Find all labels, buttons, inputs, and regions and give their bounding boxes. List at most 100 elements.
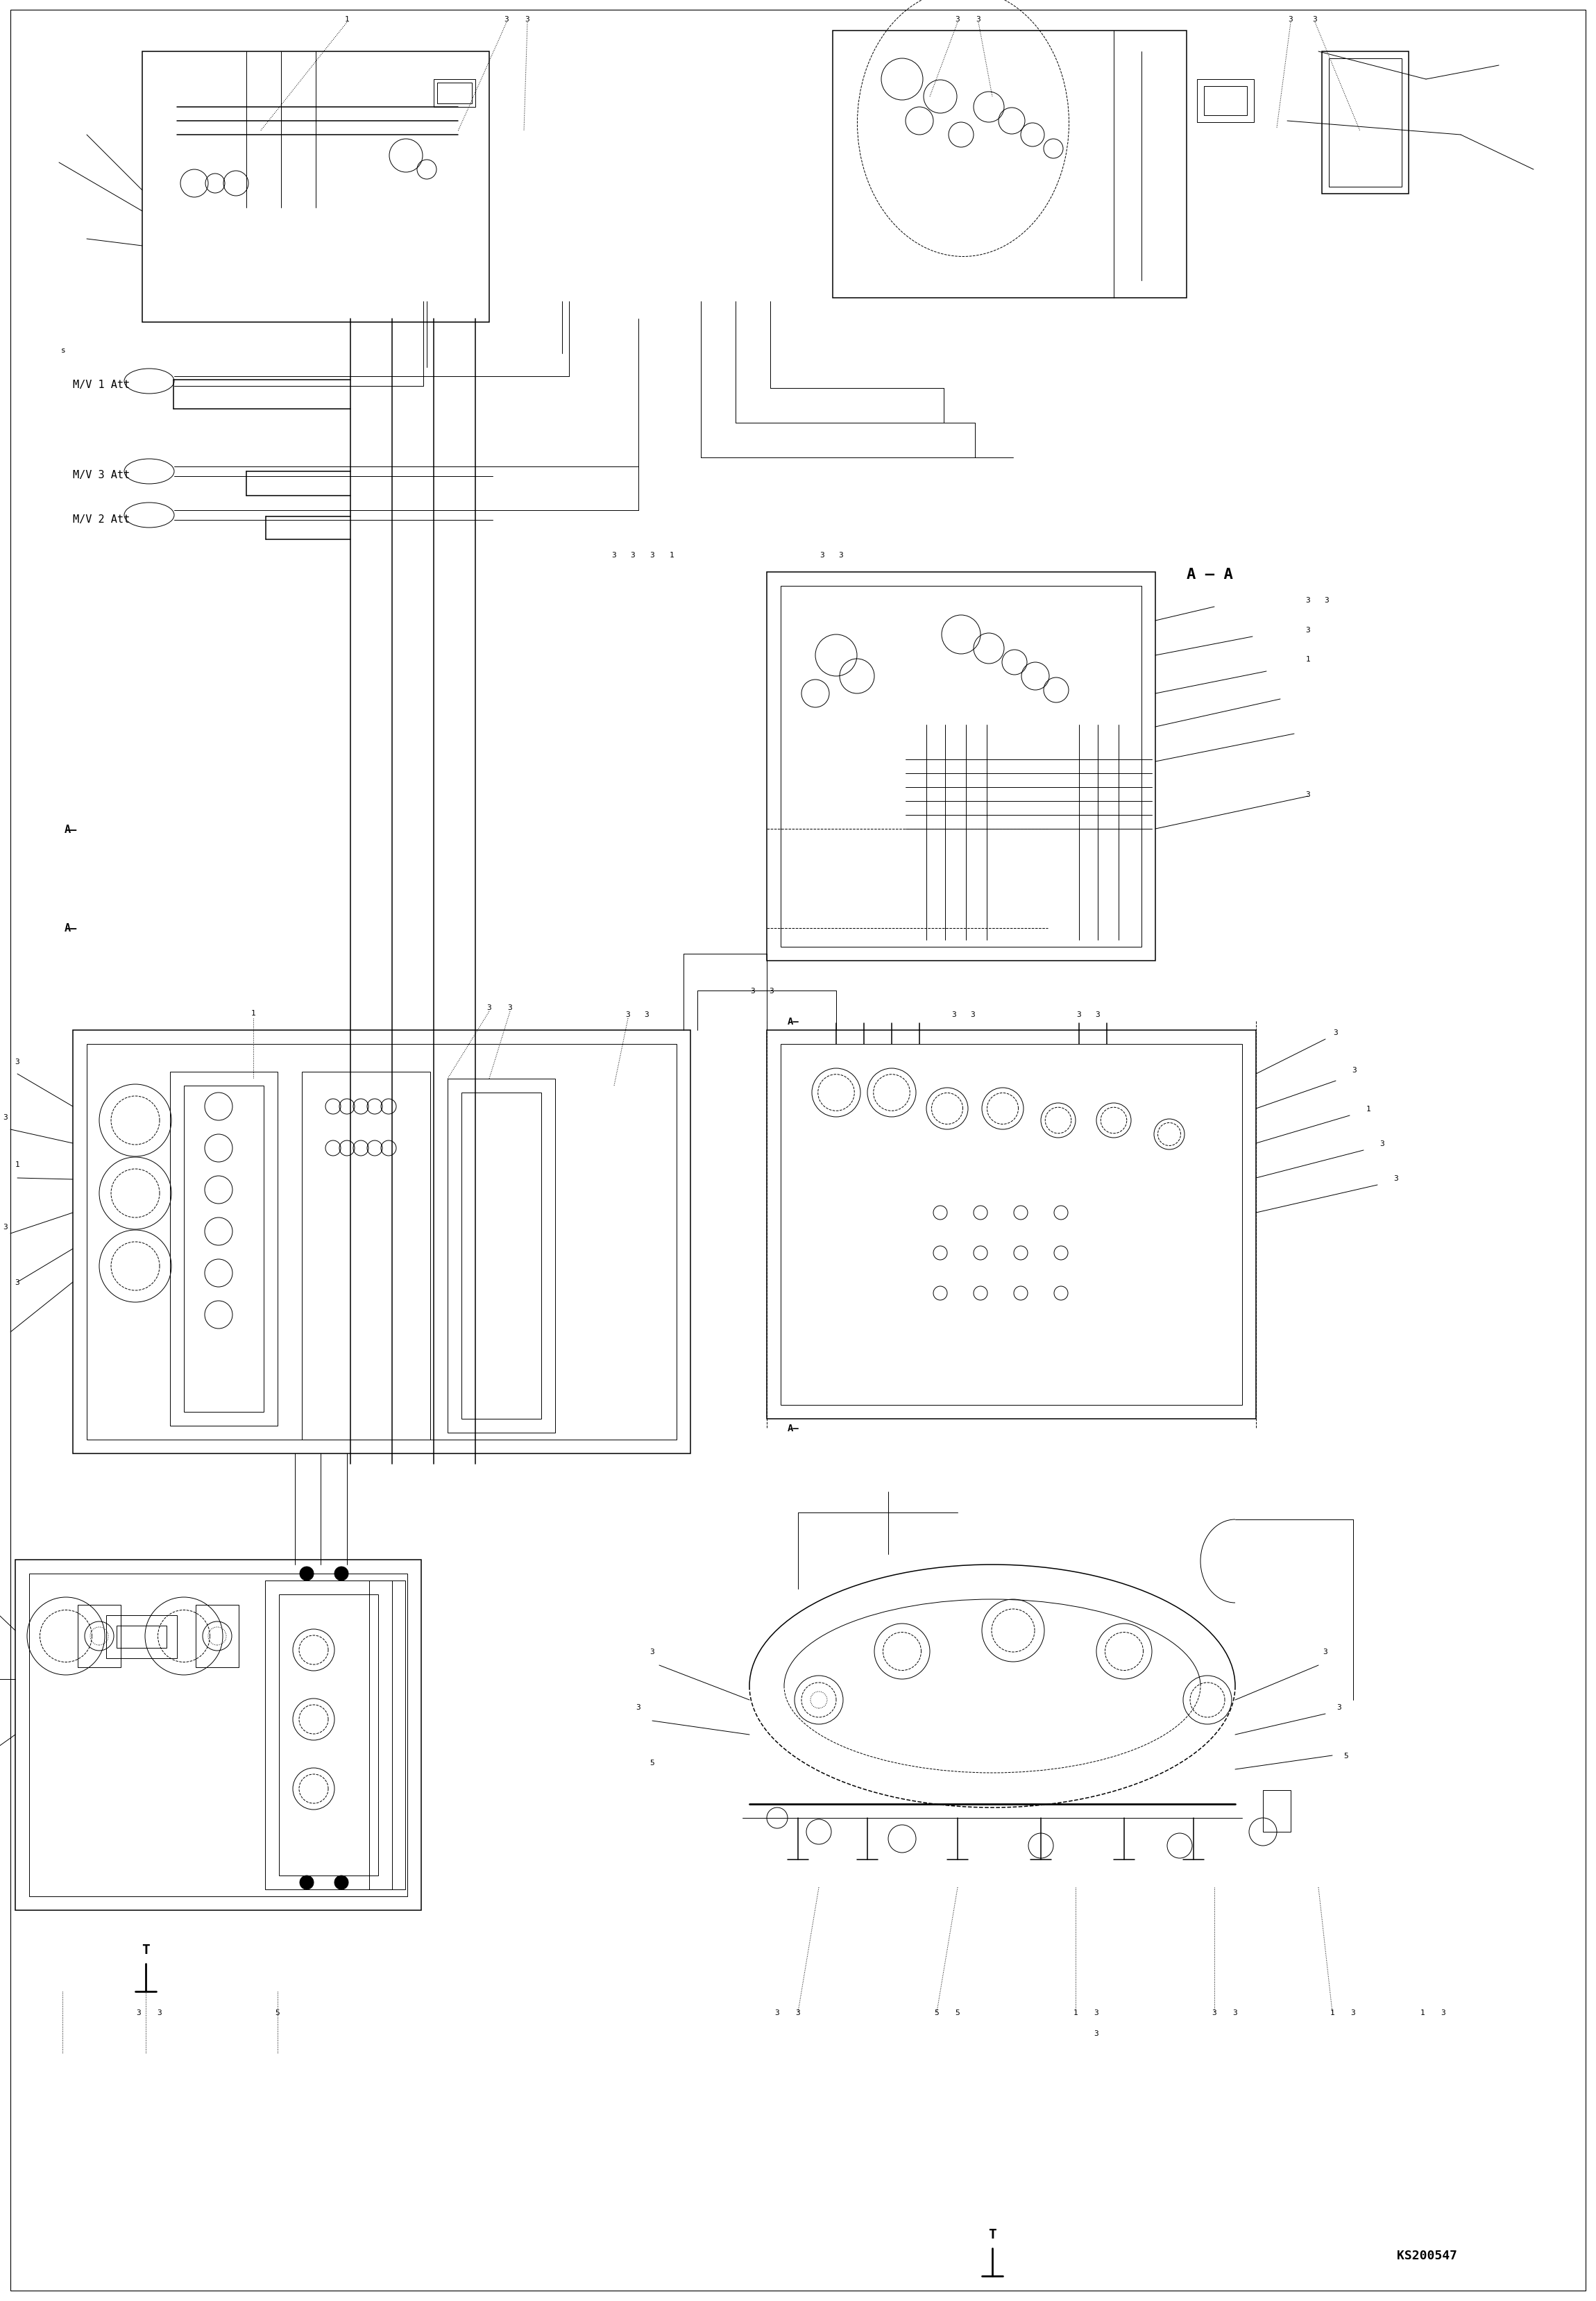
Bar [184,1086,263,1413]
Text: 3: 3 [796,2009,800,2016]
Text: KS200547: KS200547 [1396,2248,1457,2262]
Text: 3: 3 [951,1010,956,1017]
Circle shape [335,1567,348,1581]
Text: 3: 3 [487,1003,492,1010]
Text: 3: 3 [3,1224,8,1231]
Text: 3: 3 [1095,1010,1100,1017]
Text: 3: 3 [650,1648,654,1654]
Text: 1: 1 [251,1010,255,1017]
Circle shape [335,1875,348,1889]
Bar [86,1045,677,1440]
Text: 5: 5 [1344,1751,1349,1758]
Text: s: s [61,347,65,354]
Bar [434,81,476,108]
Bar [766,573,1156,962]
Bar [107,1615,177,1659]
Text: 3: 3 [650,552,654,559]
Bar [1262,1790,1291,1832]
Bar [302,1072,431,1440]
Text: 3: 3 [1325,596,1329,603]
Bar [171,1072,278,1427]
Text: 3: 3 [956,16,959,23]
Bar [117,1627,166,1648]
Text: M/V 2 Att: M/V 2 Att [73,513,129,525]
Text: 3: 3 [1232,2009,1237,2016]
Text: A–: A– [64,923,77,934]
Text: 5: 5 [275,2009,279,2016]
Text: 3: 3 [1312,16,1317,23]
Text: 3: 3 [1288,16,1293,23]
Text: 3: 3 [136,2009,140,2016]
Text: 1: 1 [14,1162,19,1169]
Bar [1197,81,1254,122]
Text: 3: 3 [630,552,635,559]
Text: 3: 3 [1093,2009,1098,2016]
Text: 1: 1 [1306,656,1310,663]
Text: 1: 1 [1329,2009,1334,2016]
Text: 5: 5 [650,1758,654,1765]
Text: 1: 1 [669,552,674,559]
Text: 3: 3 [1381,1139,1385,1146]
Bar [780,587,1141,948]
Text: 3: 3 [645,1010,650,1017]
Text: 5: 5 [956,2009,959,2016]
Bar [279,1595,378,1875]
Text: 3: 3 [1211,2009,1216,2016]
Text: 3: 3 [1306,792,1310,798]
Bar [73,1031,691,1454]
Text: 3: 3 [1306,626,1310,633]
Text: 3: 3 [158,2009,161,2016]
Bar [461,1093,541,1420]
Text: 3: 3 [1352,1068,1357,1075]
Text: M/V 1 Att: M/V 1 Att [73,380,129,391]
Text: 3: 3 [637,1703,640,1710]
Text: M/V 3 Att: M/V 3 Att [73,469,129,481]
Text: 3: 3 [750,987,755,994]
Text: A–: A– [787,1017,800,1026]
Text: 5: 5 [934,2009,938,2016]
Text: 3: 3 [1323,1648,1328,1654]
Text: T: T [988,2227,996,2241]
Bar [369,1581,405,1889]
Text: 1: 1 [1366,1104,1371,1111]
Text: 3: 3 [508,1003,512,1010]
Text: 3: 3 [611,552,616,559]
Text: 3: 3 [1077,1010,1082,1017]
Text: 3: 3 [1333,1029,1337,1035]
Bar [447,1079,555,1434]
Bar [196,1606,239,1668]
Text: 3: 3 [626,1010,630,1017]
Text: 1: 1 [345,16,350,23]
Text: 3: 3 [1093,2029,1098,2036]
Text: 3: 3 [3,1114,8,1121]
Bar [265,1581,393,1889]
Bar [780,1045,1242,1406]
Bar [766,1031,1256,1420]
Text: 1: 1 [1073,2009,1077,2016]
Text: 3: 3 [1306,596,1310,603]
Bar [1329,60,1401,186]
Text: 3: 3 [504,16,509,23]
Bar [833,32,1186,299]
Text: 3: 3 [970,1010,975,1017]
Text: 3: 3 [977,16,982,23]
Bar [437,83,472,104]
Bar [142,53,490,322]
Text: 3: 3 [1350,2009,1355,2016]
Text: T: T [142,1944,150,1956]
Bar [1321,53,1409,193]
Text: 1: 1 [1420,2009,1425,2016]
Text: 3: 3 [774,2009,779,2016]
Text: 3: 3 [1337,1703,1342,1710]
Text: 3: 3 [1393,1176,1398,1183]
Text: 3: 3 [525,16,530,23]
Text: 3: 3 [14,1058,19,1065]
Bar [29,1574,407,1896]
Text: A – A: A – A [1186,568,1234,582]
Bar [78,1606,121,1668]
Circle shape [300,1567,314,1581]
Circle shape [300,1875,314,1889]
Bar [1203,87,1246,115]
Text: A–: A– [64,824,77,835]
Text: 3: 3 [820,552,825,559]
